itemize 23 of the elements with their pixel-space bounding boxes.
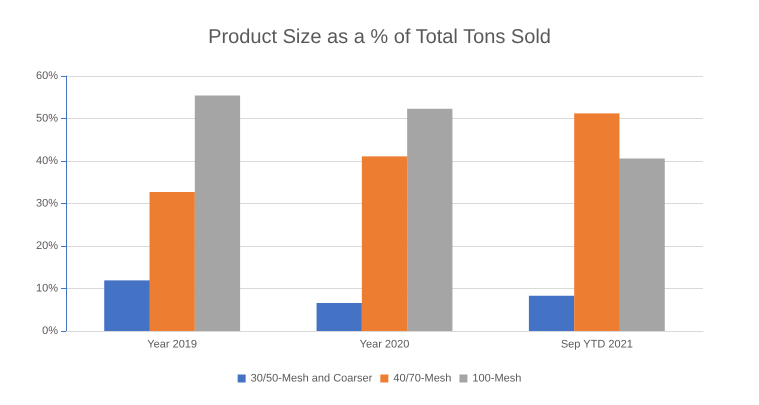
legend-label: 30/50-Mesh and Coarser [250, 372, 373, 384]
chart-title: Product Size as a % of Total Tons Sold [208, 26, 551, 48]
bar [574, 113, 620, 331]
y-tick-label: 20% [36, 240, 58, 252]
bar [528, 296, 574, 331]
bar [316, 302, 362, 331]
y-tick-label: 30% [36, 198, 58, 210]
bar [407, 108, 452, 331]
x-tick-label: Year 2019 [147, 338, 198, 350]
y-tick-label: 40% [36, 155, 58, 167]
legend-label: 100-Mesh [472, 372, 522, 384]
bar [104, 280, 150, 331]
legend-label: 40/70-Mesh [393, 372, 452, 384]
bar [362, 156, 408, 331]
y-tick-label: 60% [36, 70, 58, 82]
y-tick-label: 50% [36, 112, 58, 124]
y-tick-label: 0% [42, 325, 58, 337]
x-tick-label: Sep YTD 2021 [560, 338, 633, 350]
bar [619, 158, 665, 331]
bar [150, 192, 195, 331]
bar [194, 96, 240, 331]
y-tick-label: 10% [36, 282, 58, 294]
x-tick-label: Year 2020 [360, 338, 410, 350]
